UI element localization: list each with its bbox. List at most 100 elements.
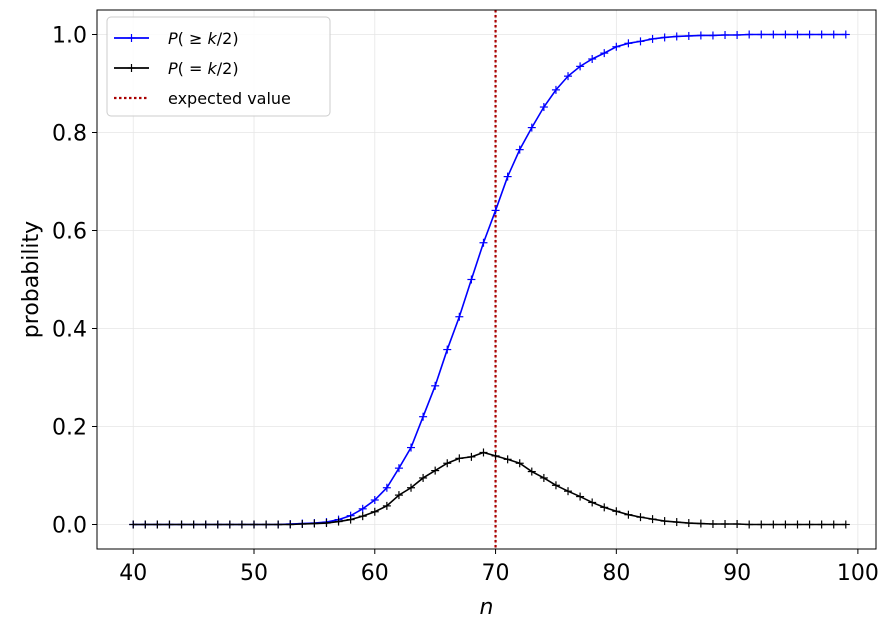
exact-series-point <box>213 520 222 529</box>
exact-series-point <box>841 520 850 529</box>
series-lines <box>129 30 850 529</box>
x-tick-label: 50 <box>240 561 268 586</box>
exact-series-point <box>793 520 802 529</box>
exact-series-point <box>274 520 283 529</box>
cumulative-series-point <box>551 85 560 94</box>
exact-series-point <box>286 520 295 529</box>
exact-series <box>129 448 850 529</box>
cumulative-series-point <box>527 123 536 132</box>
legend-marker-cumulative <box>127 34 136 42</box>
exact-series-point <box>539 473 548 482</box>
exact-series-point <box>431 466 440 475</box>
cumulative-series-point <box>817 30 826 39</box>
exact-series-point <box>527 467 536 476</box>
exact-series-point <box>564 487 573 496</box>
exact-series-point <box>624 510 633 519</box>
plot-frame <box>96 9 877 550</box>
y-tick-label: 1.0 <box>52 24 87 49</box>
exact-series-point <box>612 507 621 516</box>
legend-label-cumulative-p: P <box>168 29 178 48</box>
exact-series-point <box>165 520 174 529</box>
exact-series-point <box>648 515 657 524</box>
exact-series-point <box>503 455 512 464</box>
exact-series-point <box>708 520 717 529</box>
legend-plus-marker <box>127 34 136 42</box>
legend-label-exact-tail: /2) <box>217 59 239 78</box>
cumulative-series-point <box>600 49 609 58</box>
exact-series-point <box>153 520 162 529</box>
legend-label-exact-op: ( = <box>178 59 208 78</box>
exact-series-point <box>262 520 271 529</box>
legend-label-cumulative-tail: /2) <box>217 29 239 48</box>
legend-label-exact-k: k <box>207 59 217 78</box>
legend-plus-marker <box>127 64 136 72</box>
x-tick-label: 100 <box>837 561 879 586</box>
exact-series-point <box>684 519 693 528</box>
exact-series-point <box>298 520 307 529</box>
y-tick-label: 0.6 <box>52 220 87 245</box>
x-tick-label: 80 <box>602 561 630 586</box>
legend-label-cumulative-op: ( ≥ <box>178 29 208 48</box>
y-tick-label: 0.4 <box>52 318 87 343</box>
cumulative-series-point <box>419 412 428 421</box>
exact-series-point <box>177 520 186 529</box>
cumulative-series-point <box>841 30 850 39</box>
exact-series-point <box>576 492 585 501</box>
exact-series-point <box>129 520 138 529</box>
exact-series-point <box>346 515 355 524</box>
exact-series-point <box>600 503 609 512</box>
cumulative-series-point <box>781 30 790 39</box>
exact-series-point <box>370 507 379 516</box>
exact-series-point <box>382 501 391 510</box>
cumulative-series-point <box>829 30 838 39</box>
legend-label-exact: P( = k/2) <box>168 59 239 78</box>
x-tick-label: 60 <box>361 561 389 586</box>
y-axis-label: probability <box>19 221 44 338</box>
cumulative-series-point <box>358 504 367 513</box>
cumulative-series-point <box>539 103 548 112</box>
cumulative-series-point <box>370 496 379 504</box>
x-tick-label: 70 <box>482 561 510 586</box>
cumulative-series-point <box>624 39 633 48</box>
cumulative-series-point <box>757 30 766 39</box>
exact-series-point <box>407 483 416 492</box>
exact-series-point <box>515 459 524 468</box>
axis-ticks: 40 50 60 70 80 90 100 0.0 0.2 0.4 0.6 0.8 1.0 <box>52 24 879 587</box>
cumulative-series-point <box>672 32 681 41</box>
exact-series-point <box>467 452 476 461</box>
exact-series-point <box>781 520 790 529</box>
legend-box <box>106 16 331 117</box>
cumulative-series-point <box>745 30 754 39</box>
y-tick-label: 0.2 <box>52 416 87 441</box>
cumulative-series-point <box>708 31 717 40</box>
exact-series-point <box>769 520 778 529</box>
cumulative-series-point <box>491 206 500 215</box>
exact-series-point <box>358 512 367 521</box>
cumulative-series-point <box>443 345 452 354</box>
exact-series-point <box>672 518 681 527</box>
cumulative-series-point <box>660 33 669 42</box>
exact-series-point <box>588 498 597 507</box>
cumulative-series-point <box>721 30 730 39</box>
exact-series-point <box>491 451 500 460</box>
exact-series-point <box>394 491 403 500</box>
exact-series-point <box>443 459 452 468</box>
exact-series-point <box>757 520 766 529</box>
exact-series-point <box>237 520 246 529</box>
y-tick-label: 0.8 <box>52 122 87 147</box>
x-tick-label: 40 <box>119 561 147 586</box>
y-tick-label: 0.0 <box>52 514 87 539</box>
exact-series-point <box>419 473 428 482</box>
cumulative-series-point <box>805 30 814 39</box>
legend: P( ≥ k/2) P( = k/2) expected value <box>106 16 331 117</box>
cumulative-series-point <box>564 72 573 81</box>
exact-series-point <box>733 520 742 529</box>
legend-label-cumulative: P( ≥ k/2) <box>168 29 239 48</box>
legend-label-expected-value: expected value <box>168 89 291 108</box>
cumulative-series-point <box>503 172 512 181</box>
exact-series-point <box>189 520 198 529</box>
cumulative-series-point <box>455 312 464 321</box>
legend-label-exact-p: P <box>168 59 178 78</box>
exact-series-point <box>250 520 259 529</box>
